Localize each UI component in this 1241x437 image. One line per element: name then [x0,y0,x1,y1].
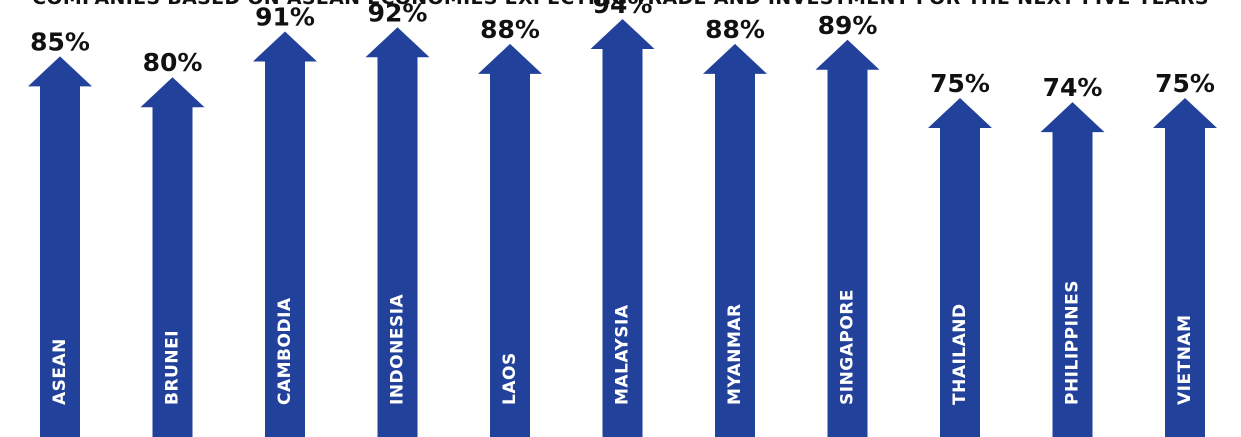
bar-myanmar [703,43,767,437]
value-label-cambodia: 91% [255,2,315,31]
category-label-myanmar: MYANMAR [725,303,745,405]
category-label-philippines: PHILIPPINES [1063,280,1083,405]
category-label-laos: LAOS [500,352,520,405]
arrow-bar-cambodia: 91% CAMBODIA [253,2,317,437]
arrow-bar-indonesia: 92% INDONESIA [365,0,430,437]
bar-philippines [1040,102,1105,437]
value-label-thailand: 75% [930,69,990,98]
bar-singapore [815,39,880,437]
category-label-indonesia: INDONESIA [388,293,408,405]
arrow-bar-malaysia: 94% MALAYSIA [590,0,655,437]
value-label-vietnam: 75% [1155,69,1215,98]
value-label-asean: 85% [30,27,90,56]
category-label-cambodia: CAMBODIA [275,297,295,405]
category-label-malaysia: MALAYSIA [613,304,633,405]
arrow-bar-vietnam: 75% VIETNAM [1153,69,1217,437]
value-label-myanmar: 88% [705,15,765,44]
bar-asean [28,56,92,437]
value-label-laos: 88% [480,15,540,44]
bar-vietnam [1153,98,1217,437]
category-label-vietnam: VIETNAM [1175,315,1195,406]
arrow-bar-philippines: 74% PHILIPPINES [1040,73,1105,437]
category-label-asean: ASEAN [50,338,70,405]
chart-title: COMPANIES BASED ON ASEAN ECONOMIES EXPEC… [0,0,1241,9]
arrow-bar-myanmar: 88% MYANMAR [703,15,767,437]
value-label-singapore: 89% [818,11,878,40]
bar-cambodia [253,31,317,437]
bar-laos [478,43,542,437]
value-label-indonesia: 92% [368,0,428,27]
category-label-singapore: SINGAPORE [838,289,858,405]
arrow-bar-laos: 88% LAOS [478,15,542,437]
category-label-thailand: THAILAND [950,303,970,405]
arrow-bar-singapore: 89% SINGAPORE [815,11,880,437]
bar-malaysia [590,18,655,437]
value-label-brunei: 80% [143,48,203,77]
arrow-bar-asean: 85% ASEAN [28,27,92,437]
category-label-brunei: BRUNEI [163,330,183,405]
arrow-bar-brunei: 80% BRUNEI [140,48,205,437]
bar-thailand [928,98,992,437]
value-label-philippines: 74% [1043,73,1103,102]
bar-brunei [140,77,205,437]
value-label-malaysia: 94% [593,0,653,19]
arrow-bar-thailand: 75% THAILAND [928,69,992,437]
bar-indonesia [365,27,430,437]
